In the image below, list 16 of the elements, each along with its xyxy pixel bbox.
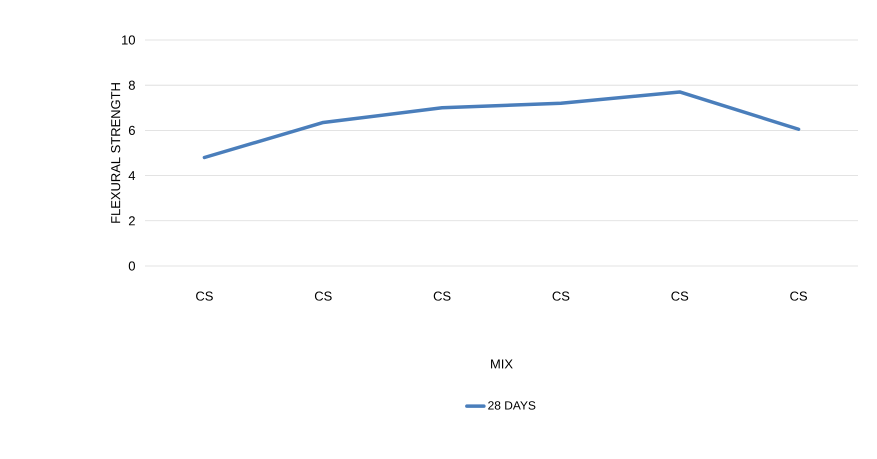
y-tick-label: 6 <box>128 126 135 135</box>
x-tick-label: CS <box>790 292 807 301</box>
y-tick-label: 8 <box>128 80 135 90</box>
y-tick-label: 0 <box>128 261 135 271</box>
y-tick-label: 4 <box>128 171 136 180</box>
y-tick-label: 2 <box>128 216 135 226</box>
x-tick-label: CS <box>434 292 450 301</box>
x-tick-label: CS <box>671 292 688 301</box>
x-tick-label: CS <box>552 292 570 301</box>
y-tick-label: 10 <box>122 35 135 45</box>
x-tick-label: CS <box>196 292 213 301</box>
y-axis-title: FLEXURAL STRENGTH <box>111 83 120 223</box>
x-tick-label: CS <box>314 292 332 301</box>
x-axis-title: MIX <box>491 360 513 368</box>
legend-label: 28 DAYS <box>488 401 536 410</box>
line-series <box>202 90 800 160</box>
